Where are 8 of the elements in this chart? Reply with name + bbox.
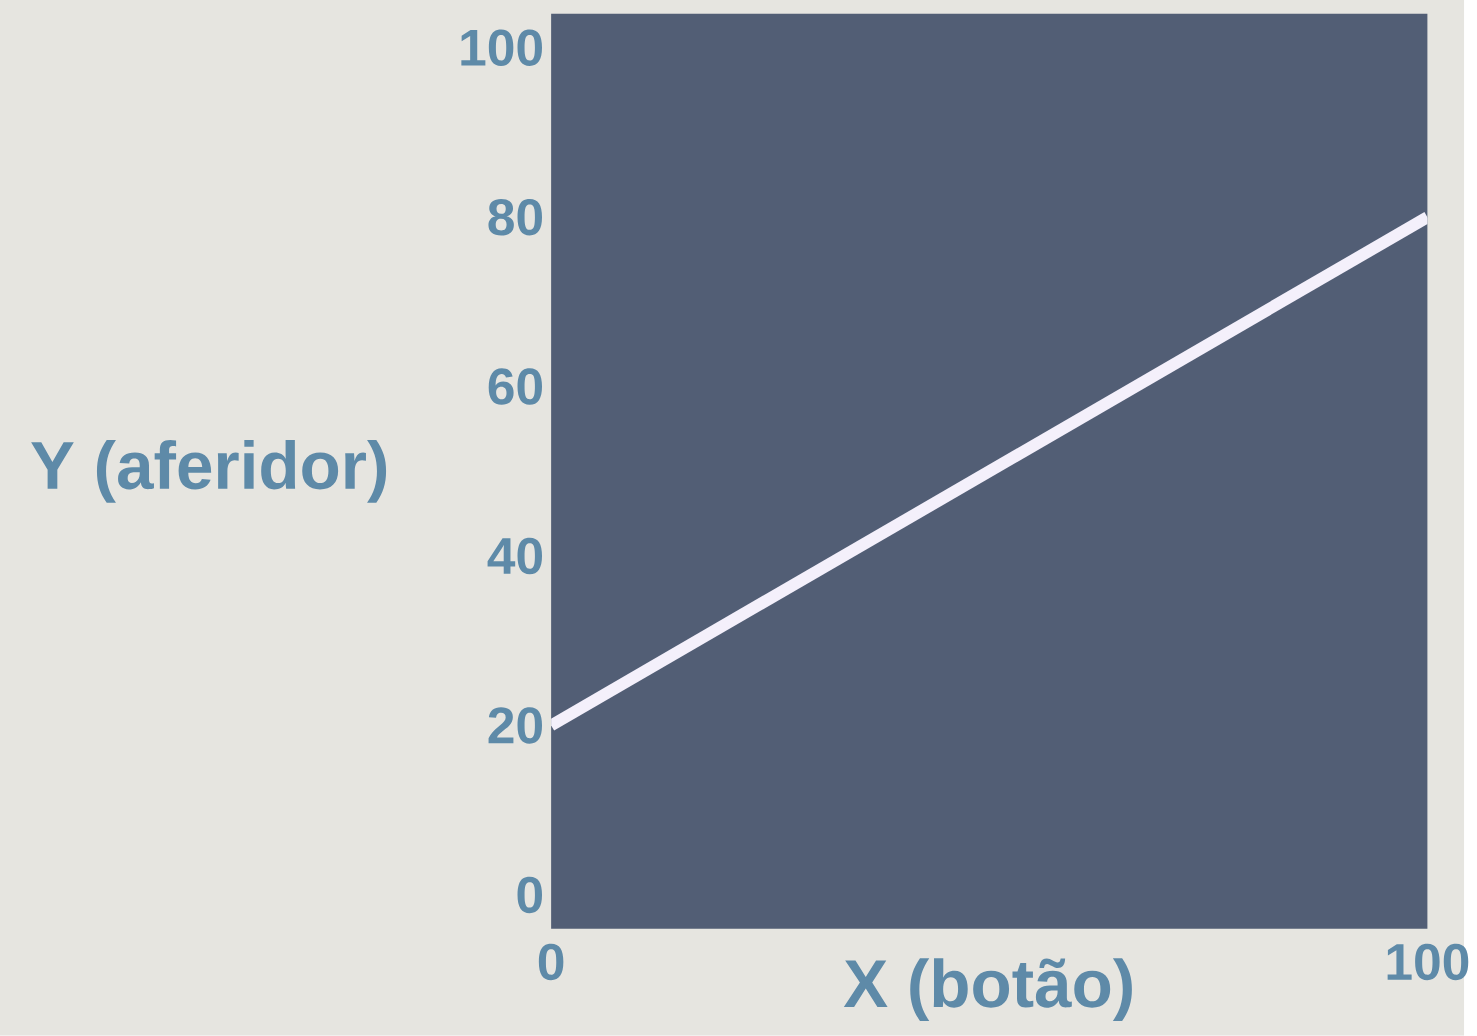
y-tick-label: 60 bbox=[488, 368, 543, 405]
y-axis-title: Y (aferidor) bbox=[31, 439, 387, 503]
y-tick-label: 0 bbox=[517, 876, 543, 914]
y-tick-label: 20 bbox=[488, 707, 543, 744]
y-tick-label: 100 bbox=[461, 29, 542, 67]
x-axis-title: X (botão) bbox=[843, 958, 1132, 1022]
y-tick-label: 40 bbox=[487, 537, 543, 575]
y-tick-label: 80 bbox=[488, 199, 543, 236]
